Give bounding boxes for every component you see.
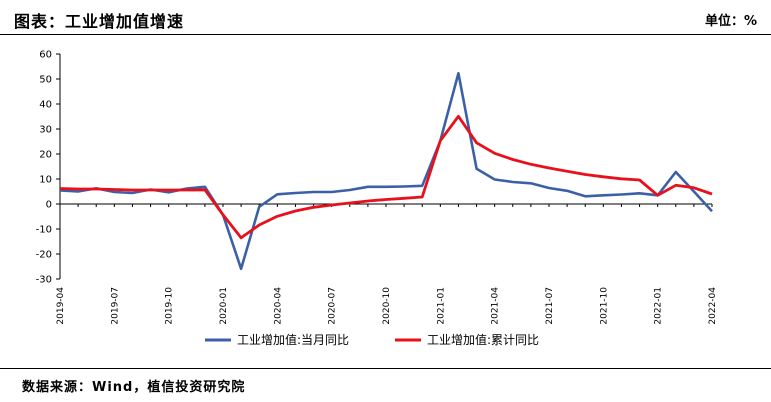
x-tick-label: 2020-10 xyxy=(382,287,392,325)
x-tick-label: 2021-01 xyxy=(436,287,446,325)
x-tick-label: 2020-01 xyxy=(219,287,229,325)
header: 图表：工业增加值增速 单位：% xyxy=(0,0,771,34)
x-tick-label: 2022-01 xyxy=(654,287,664,325)
legend-label: 工业增加值:当月同比 xyxy=(237,332,349,347)
x-tick-label: 2019-10 xyxy=(165,287,175,325)
x-tick-label: 2021-07 xyxy=(545,287,555,325)
source-note: 数据来源：Wind，植信投资研究院 xyxy=(22,380,246,395)
y-tick-label: 60 xyxy=(39,50,52,61)
x-tick-label: 2022-04 xyxy=(708,287,718,325)
y-tick-label: 30 xyxy=(39,125,52,136)
x-tick-label: 2021-10 xyxy=(599,287,609,325)
legend-label: 工业增加值:累计同比 xyxy=(427,332,539,347)
x-tick-label: 2019-07 xyxy=(110,287,120,325)
x-tick-label: 2020-07 xyxy=(328,287,338,325)
y-tick-label: 50 xyxy=(39,75,52,86)
y-tick-label: -10 xyxy=(36,225,52,236)
line-chart: -30 -20 -10 0 10 20 30 40 50 60 2019-04 2019-07 2019… xyxy=(36,50,718,348)
series-line-monthly xyxy=(59,71,713,271)
x-tick-label: 2019-04 xyxy=(56,287,66,325)
x-tick-label: 2021-04 xyxy=(491,287,501,325)
y-tick-label: -30 xyxy=(36,275,52,286)
y-tick-label: 0 xyxy=(46,200,52,211)
x-tick-label: 2020-04 xyxy=(273,287,283,325)
top-rule xyxy=(0,34,771,35)
unit-label: 单位：% xyxy=(704,14,757,29)
chart-title: 图表：工业增加值增速 xyxy=(14,12,185,31)
y-tick-label: 20 xyxy=(39,150,52,161)
bottom-rule xyxy=(0,368,771,369)
series-line-cumulative xyxy=(59,114,713,240)
y-tick-label: 40 xyxy=(39,100,52,111)
y-tick-label: 10 xyxy=(39,175,52,186)
y-tick-label: -20 xyxy=(36,250,52,261)
